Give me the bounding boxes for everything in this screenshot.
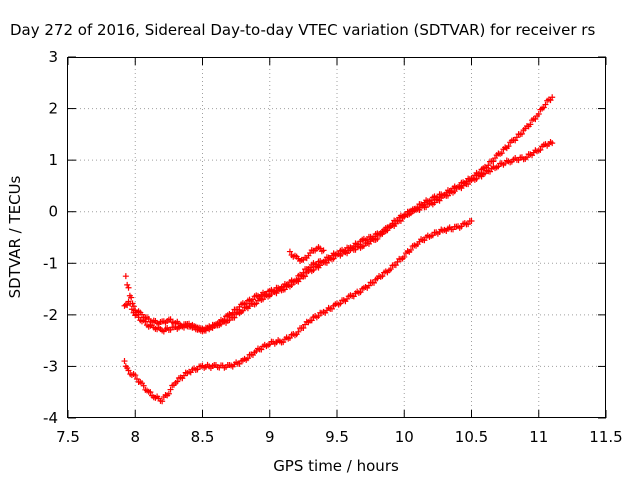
series-2-markers xyxy=(121,138,556,335)
y-tick-label: -1 xyxy=(43,254,58,272)
x-axis-label: GPS time / hours xyxy=(273,457,399,475)
x-tick-label: 9 xyxy=(265,428,275,446)
y-tick-label: 0 xyxy=(48,203,58,221)
x-tick-label: 10.5 xyxy=(455,428,488,446)
series-4-markers xyxy=(121,217,475,405)
y-tick-label: -4 xyxy=(43,409,58,427)
x-tick-label: 11.5 xyxy=(589,428,622,446)
x-tick-label: 7.5 xyxy=(56,428,80,446)
x-tick-label: 8.5 xyxy=(191,428,215,446)
plot-frame xyxy=(67,57,606,418)
series-3-markers xyxy=(286,244,327,264)
x-tick-label: 8 xyxy=(130,428,140,446)
y-axis-label: SDTVAR / TECUs xyxy=(6,175,24,298)
y-tick-label: -2 xyxy=(43,306,58,324)
y-tick-label: 3 xyxy=(48,48,58,66)
x-tick-label: 9.5 xyxy=(325,428,349,446)
data-series xyxy=(121,94,556,405)
y-tick-label: 1 xyxy=(48,151,58,169)
chart-title: Day 272 of 2016, Sidereal Day-to-day VTE… xyxy=(10,21,595,39)
y-tick-label: 2 xyxy=(48,100,58,118)
axis-ticks: 7.5 8 8.5 9 9.5 10 10.5 11 11.5 -4 -3 -2 -1 0 1 2 3 xyxy=(43,48,623,446)
y-tick-label: -3 xyxy=(43,357,58,375)
x-tick-label: 10 xyxy=(395,428,414,446)
x-tick-label: 11 xyxy=(529,428,548,446)
